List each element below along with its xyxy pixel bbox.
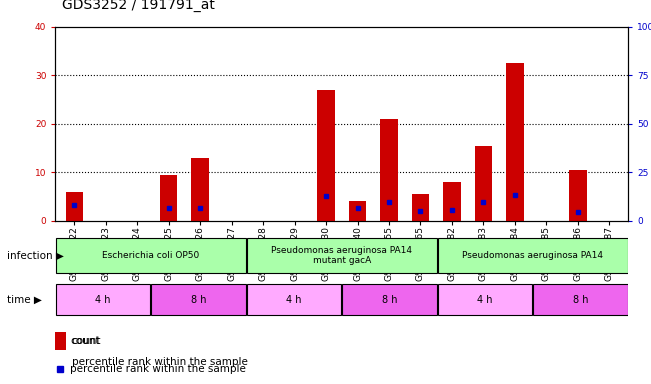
Bar (412, 194, 429, 221)
Bar (56, 238, 245, 273)
Text: percentile rank within the sample: percentile rank within the sample (72, 357, 247, 367)
Bar (443, 182, 461, 221)
Bar (152, 284, 245, 315)
Bar (533, 284, 628, 315)
Bar (160, 175, 177, 221)
Text: 4 h: 4 h (286, 295, 302, 305)
Bar (438, 284, 532, 315)
Text: 4 h: 4 h (95, 295, 111, 305)
Bar (438, 238, 628, 273)
Bar (247, 284, 341, 315)
Text: 4 h: 4 h (477, 295, 493, 305)
Text: Pseudomonas aeruginosa PA14: Pseudomonas aeruginosa PA14 (462, 251, 603, 260)
Bar (318, 90, 335, 221)
Bar (569, 170, 587, 221)
Text: 8 h: 8 h (381, 295, 397, 305)
Bar (55, 332, 66, 350)
Text: percentile rank within the sample: percentile rank within the sample (70, 364, 246, 374)
Text: 8 h: 8 h (191, 295, 206, 305)
Text: Escherichia coli OP50: Escherichia coli OP50 (102, 251, 199, 260)
Bar (247, 238, 437, 273)
Bar (56, 284, 150, 315)
Text: Pseudomonas aeruginosa PA14
mutant gacA: Pseudomonas aeruginosa PA14 mutant gacA (271, 246, 412, 265)
Bar (380, 119, 398, 221)
Bar (506, 63, 523, 221)
Text: count: count (70, 336, 100, 346)
Text: infection ▶: infection ▶ (7, 250, 63, 260)
Text: time ▶: time ▶ (7, 295, 42, 305)
Text: 8 h: 8 h (573, 295, 589, 305)
Bar (66, 192, 83, 221)
Text: GDS3252 / 191791_at: GDS3252 / 191791_at (62, 0, 215, 12)
Text: count: count (72, 336, 101, 346)
Bar (342, 284, 437, 315)
Bar (191, 158, 209, 221)
Bar (475, 146, 492, 221)
Bar (349, 202, 366, 221)
